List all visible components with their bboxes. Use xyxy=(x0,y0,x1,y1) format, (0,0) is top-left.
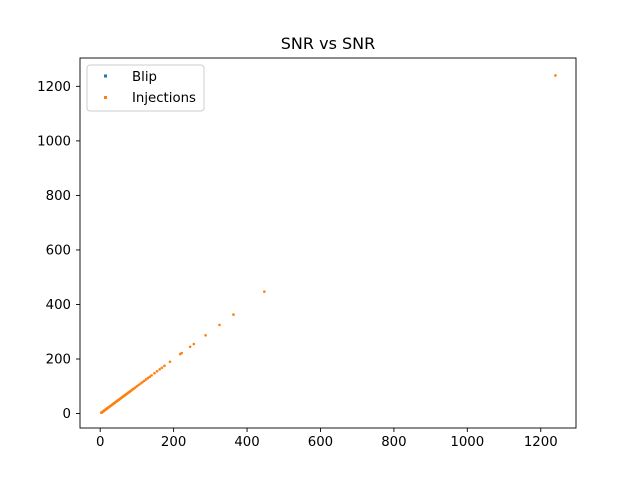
y-tick-label-800: 800 xyxy=(46,189,71,204)
legend-label-injections: Injections xyxy=(132,91,196,106)
legend-marker-injections xyxy=(104,96,107,99)
x-tick-label-1000: 1000 xyxy=(450,435,484,450)
data-point-injections-57 xyxy=(142,379,146,383)
data-point-injections-75 xyxy=(263,290,266,293)
data-point-injections-54 xyxy=(137,383,141,387)
data-point-injections-66 xyxy=(163,364,166,368)
data-point-injections-69 xyxy=(180,351,183,355)
data-point-injections-60 xyxy=(148,375,152,379)
legend-label-blip: Blip xyxy=(132,70,157,85)
data-point-injections-65 xyxy=(160,366,164,370)
x-tick-label-1200: 1200 xyxy=(524,435,558,450)
data-point-injections-59 xyxy=(146,376,150,380)
data-point-injections-74 xyxy=(232,313,235,316)
legend-marker-blip xyxy=(104,74,107,78)
axes-frame xyxy=(79,57,577,429)
data-point-injections-61 xyxy=(150,374,153,377)
data-point-injections-76 xyxy=(554,74,557,77)
chart-title: SNR vs SNR xyxy=(281,34,375,53)
data-point-injections-71 xyxy=(192,342,196,346)
data-point-injections-63 xyxy=(155,369,159,373)
data-point-injections-62 xyxy=(153,371,156,375)
data-point-injections-70 xyxy=(188,345,192,349)
data-point-injections-58 xyxy=(144,378,148,381)
x-tick-label-400: 400 xyxy=(234,435,259,450)
y-tick-label-0: 0 xyxy=(63,407,71,422)
data-point-injections-52 xyxy=(133,386,137,389)
legend: Blip Injections xyxy=(86,64,205,112)
points-layer xyxy=(99,74,557,415)
y-tick-label-1000: 1000 xyxy=(37,134,71,149)
data-point-injections-64 xyxy=(158,368,161,371)
data-point-injections-72 xyxy=(204,334,207,337)
y-tick-label-1200: 1200 xyxy=(37,80,71,95)
data-point-injections-53 xyxy=(135,384,139,388)
legend-box xyxy=(86,64,205,112)
data-point-injections-56 xyxy=(141,380,144,384)
y-tick-label-200: 200 xyxy=(46,353,71,368)
y-tick-label-400: 400 xyxy=(46,298,71,313)
x-tick-label-200: 200 xyxy=(161,435,186,450)
y-tick-label-600: 600 xyxy=(46,243,71,258)
x-tick-label-600: 600 xyxy=(308,435,333,450)
data-point-injections-67 xyxy=(168,360,172,364)
x-tick-label-800: 800 xyxy=(381,435,406,450)
x-tick-label-0: 0 xyxy=(96,435,104,450)
ticks-layer: 0 200 400 600 800 1000 1200 0 200 400 600 800 1000 12… xyxy=(37,80,558,450)
data-point-injections-55 xyxy=(139,382,142,385)
data-point-injections-73 xyxy=(218,323,221,327)
